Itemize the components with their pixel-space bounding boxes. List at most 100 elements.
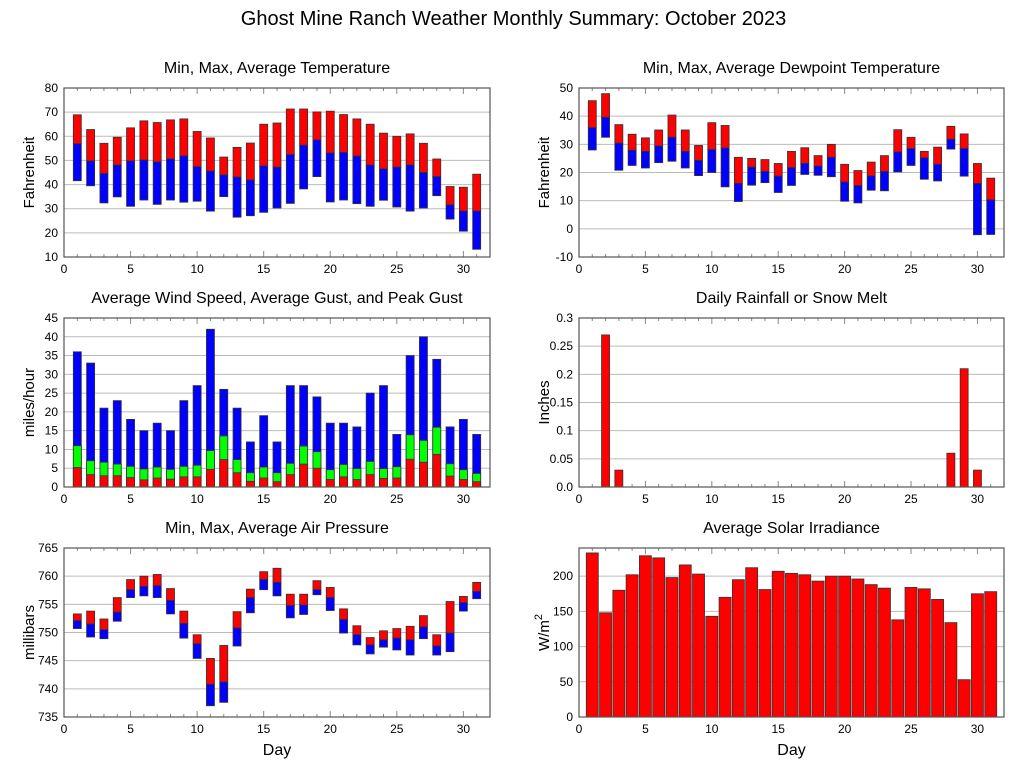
bar-max-to-average (139, 575, 149, 587)
bar-max-to-average (959, 133, 969, 149)
bar-max-to-average (365, 123, 375, 166)
y-axis-label-superscript: 2 (533, 614, 545, 620)
bar-average-to-min (272, 581, 282, 597)
bar-average-wind (299, 463, 309, 488)
bar-average-to-min (680, 150, 690, 169)
y-tick-label: 35 (45, 349, 59, 363)
bar-max-to-average (259, 571, 269, 580)
chart-title: Average Wind Speed, Average Gust, and Pe… (91, 290, 463, 307)
x-tick-label: 25 (390, 722, 404, 736)
y-tick-label: 20 (560, 166, 574, 180)
bar-average-to-min (472, 210, 482, 250)
bar-max-to-average (680, 129, 690, 152)
bar-average-to-min (445, 204, 455, 220)
bar-max-to-average (166, 119, 175, 160)
bar-max-to-average (986, 177, 996, 201)
plot-frame (578, 547, 1005, 718)
bar-max-to-average (365, 637, 375, 646)
bar-average-to-min (245, 179, 255, 217)
bar-average-to-min (919, 157, 929, 180)
bar-max-to-average (179, 610, 189, 624)
bar-max-to-average (667, 114, 677, 138)
x-tick-label: 20 (324, 262, 338, 276)
bar-max-to-average (733, 156, 743, 184)
x-tick-label: 20 (838, 722, 852, 736)
bar-solar (692, 573, 705, 718)
bar-max-to-average (86, 129, 96, 162)
y-tick-label: 745 (38, 654, 58, 668)
bar-solar (798, 574, 812, 718)
bar-average-wind (365, 474, 375, 488)
bar-average-to-min (601, 116, 610, 138)
bar-solar (971, 593, 984, 718)
x-tick-label: 0 (576, 262, 583, 276)
bar-solar (944, 622, 958, 718)
bar-average-to-min (166, 599, 175, 615)
bar-max-to-average (379, 132, 388, 170)
y-tick-label: 755 (38, 597, 58, 611)
bar-max-to-average (747, 158, 757, 168)
x-tick-label: 5 (642, 262, 649, 276)
bar-average-to-min (458, 210, 468, 232)
bar-average-to-min (392, 637, 402, 651)
chart-temperature: Min, Max, Average Temperature10203040506… (21, 60, 491, 276)
bar-average-to-min (206, 683, 215, 707)
bar-average-to-min (86, 623, 96, 638)
bar-max-to-average (312, 111, 322, 141)
x-tick-label: 20 (838, 262, 852, 276)
bar-average-to-min (139, 159, 149, 201)
chart-title: Min, Max, Average Dewpoint Temperature (643, 60, 940, 77)
bar-max-to-average (405, 625, 415, 641)
chart-title: Min, Max, Average Air Pressure (165, 520, 389, 537)
bar-solar (745, 567, 759, 718)
y-tick-label: 40 (45, 330, 59, 344)
bar-average-to-min (986, 199, 996, 235)
y-tick-label: 20 (45, 405, 59, 419)
bar-max-to-average (232, 146, 242, 178)
y-tick-label: 0.2 (556, 367, 573, 381)
bar-max-to-average (419, 142, 428, 173)
y-tick-label: 70 (45, 105, 59, 119)
bar-average-to-min (747, 166, 757, 186)
bar-max-to-average (760, 159, 770, 172)
y-tick-label: 30 (45, 367, 59, 381)
bar-max-to-average (72, 114, 82, 145)
bar-average-to-min (973, 183, 982, 236)
y-tick-label: 150 (553, 604, 573, 618)
bar-max-to-average (352, 118, 362, 157)
bar-solar (811, 580, 825, 718)
bar-average-wind (285, 474, 295, 488)
bar-average-to-min (339, 619, 348, 634)
bar-average-to-min (232, 627, 242, 647)
bar-max-to-average (445, 186, 455, 206)
bar-average-to-min (707, 149, 717, 173)
bar-max-to-average (641, 137, 650, 152)
bar-max-to-average (654, 129, 664, 147)
bar-average-wind (259, 477, 269, 488)
plot-frame (63, 547, 491, 718)
bar-max-to-average (419, 615, 428, 628)
bar-max-to-average (906, 136, 916, 149)
bar-max-to-average (614, 124, 624, 144)
x-tick-label: 5 (642, 722, 649, 736)
y-tick-label: 0.15 (550, 396, 574, 410)
x-tick-label: 15 (257, 492, 271, 506)
bar-max-to-average (973, 163, 982, 184)
bar-max-to-average (152, 122, 162, 163)
bar-average-to-min (206, 170, 215, 212)
bar-average-to-min (152, 161, 162, 205)
y-tick-label: 50 (560, 675, 574, 689)
bar-average-wind (219, 459, 229, 488)
bar-average-wind (432, 453, 442, 488)
y-tick-label: 60 (45, 129, 59, 143)
bar-average-to-min (379, 168, 388, 201)
bar-average-to-min (219, 681, 229, 703)
bar-solar (639, 555, 652, 718)
y-tick-label: 765 (38, 541, 58, 555)
bar-average-to-min (112, 611, 122, 622)
bar-max-to-average (299, 593, 309, 606)
bar-max-to-average (206, 137, 215, 172)
bar-average-to-min (419, 626, 428, 640)
x-tick-label: 25 (390, 492, 404, 506)
